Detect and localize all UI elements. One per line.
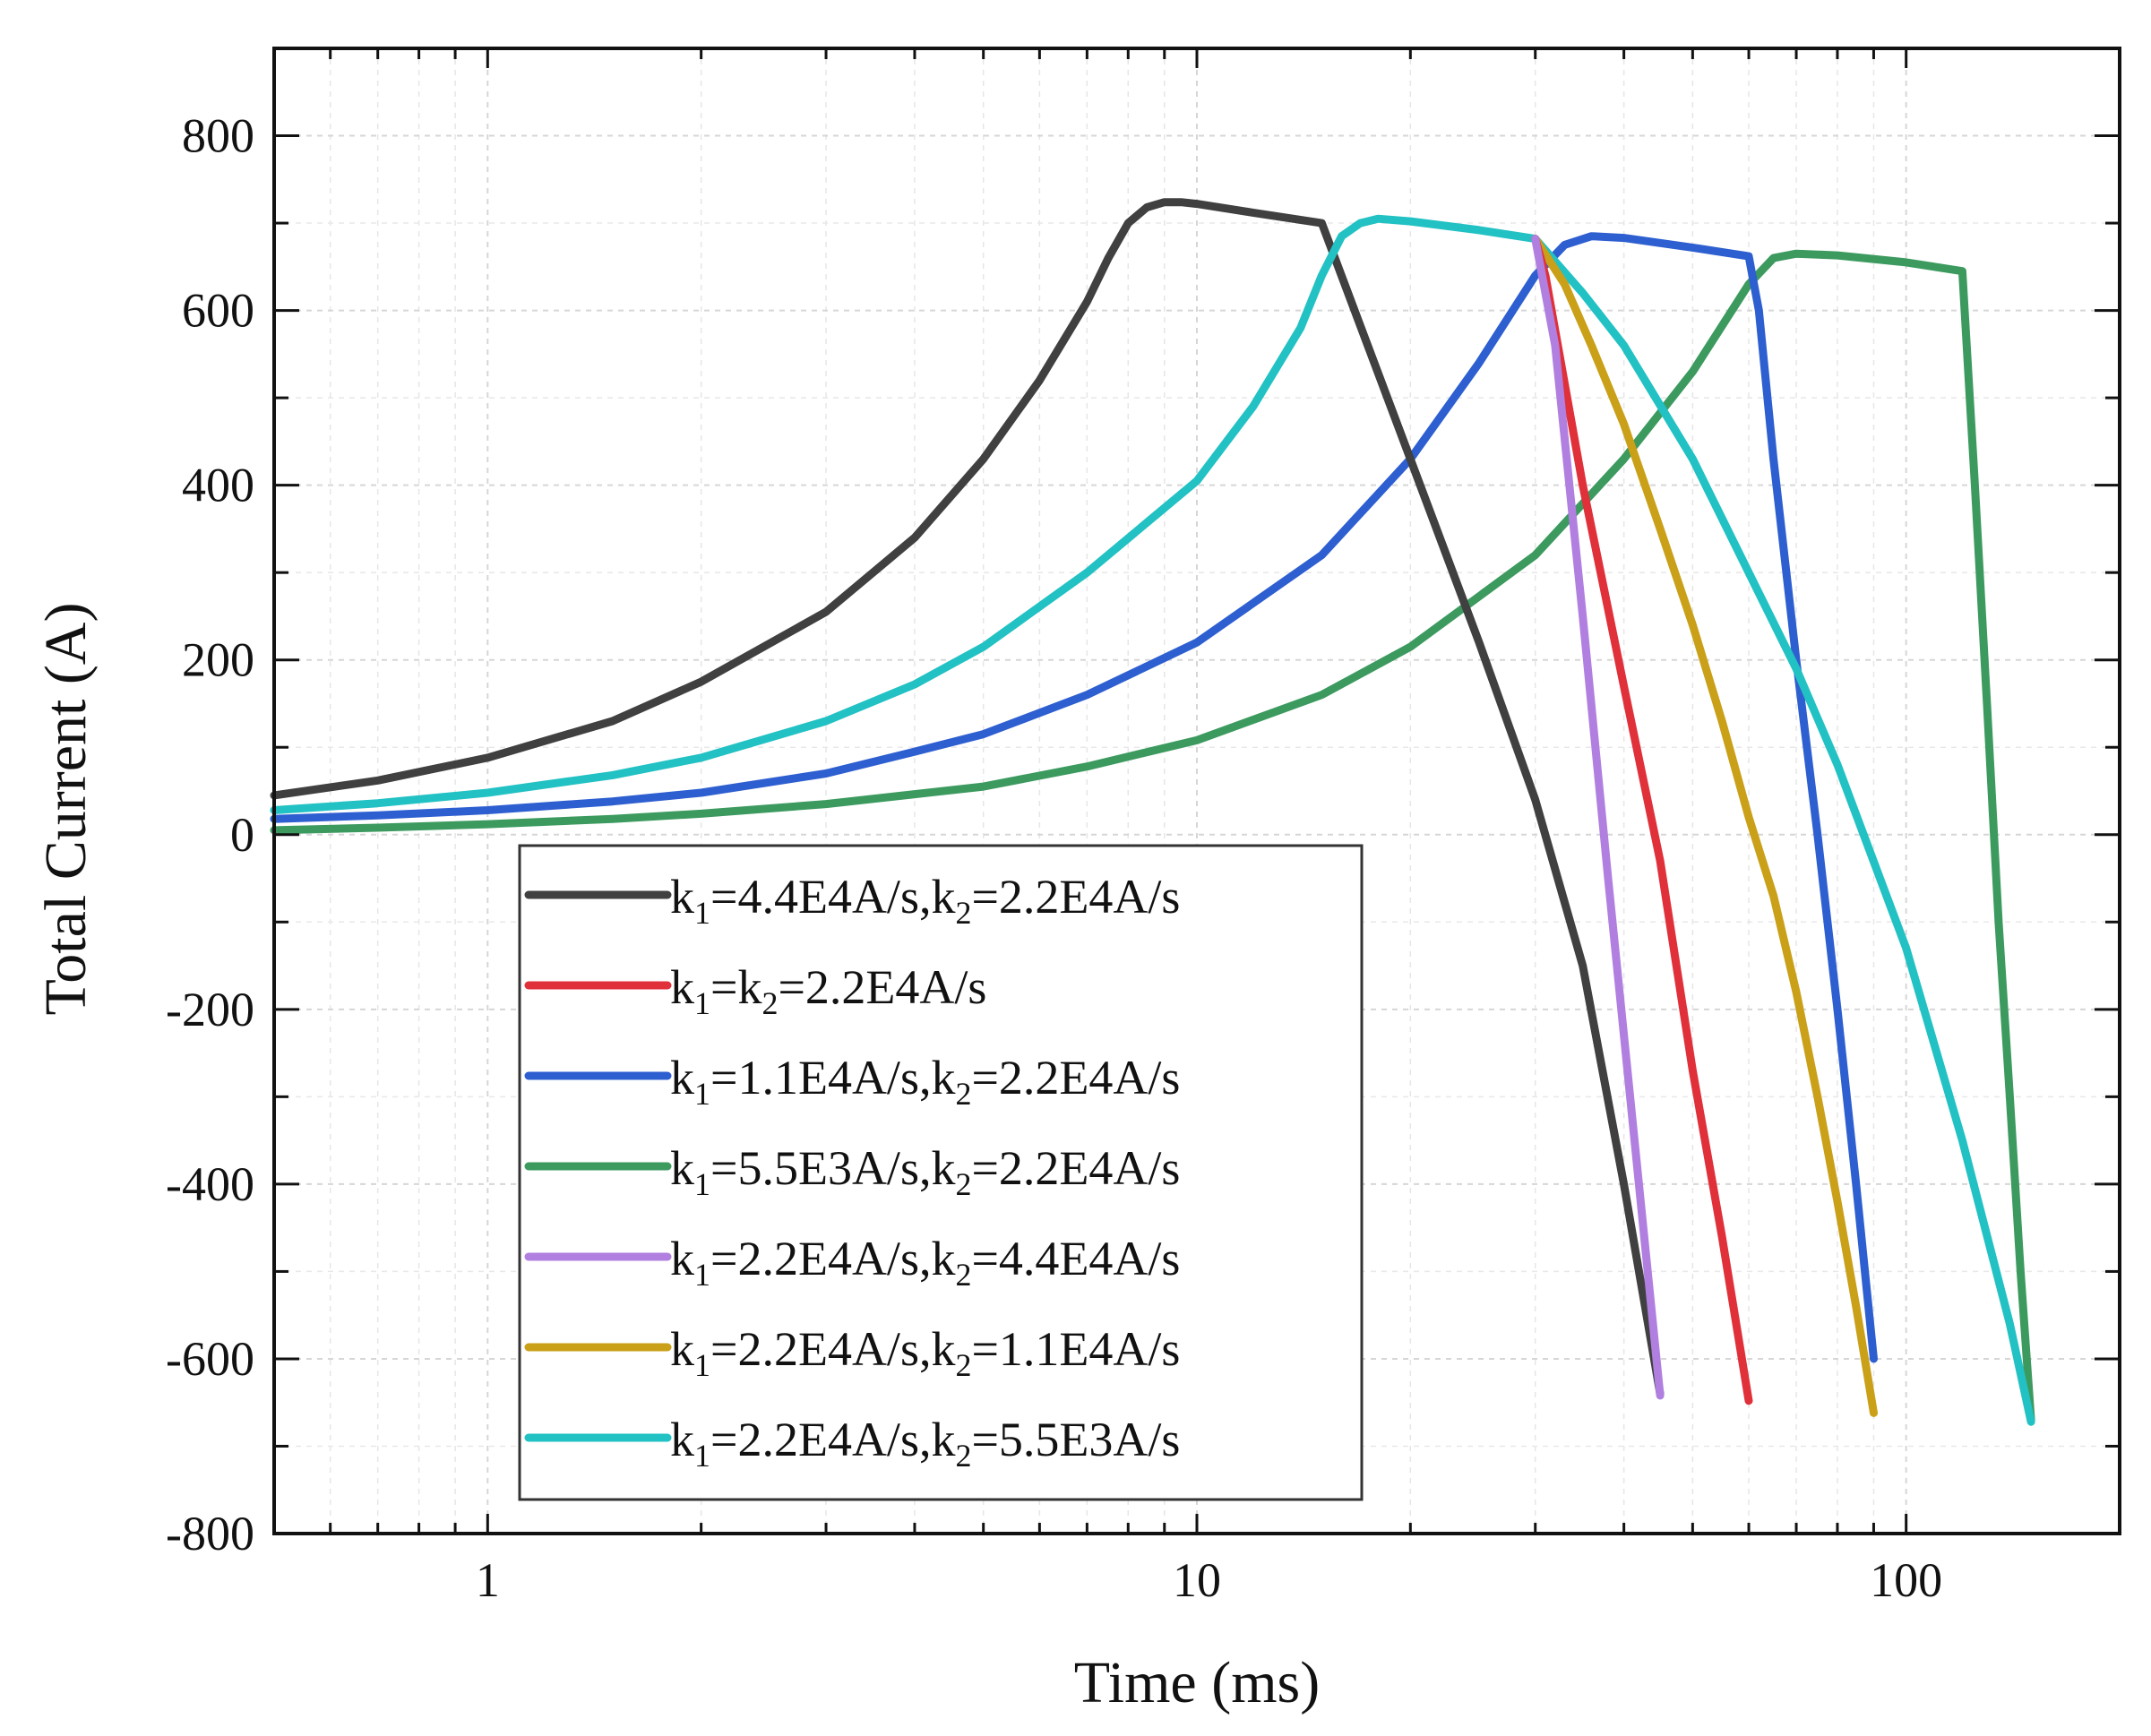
y-tick-label: 200 (182, 633, 254, 687)
y-tick-label: -800 (166, 1507, 254, 1560)
x-tick-label: 1 (476, 1553, 500, 1607)
y-tick-labels: -800 -600 -400 -200 0 200 400 600 800 (166, 109, 254, 1560)
series-line (270, 198, 1665, 1398)
legend-label: k1=2.2E4A/s,k2=5.5E3A/s (670, 1413, 1180, 1474)
x-tick-label: 100 (1870, 1553, 1942, 1607)
y-tick-label: 800 (182, 109, 254, 163)
x-tick-labels: 1 10 100 (476, 1553, 1942, 1607)
x-tick-label: 10 (1173, 1553, 1221, 1607)
series-line (270, 249, 2035, 1424)
legend-label: k1=2.2E4A/s,k2=1.1E4A/s (670, 1322, 1180, 1383)
y-tick-label: -400 (166, 1157, 254, 1211)
x-axis-title: Time (ms) (1074, 1650, 1320, 1715)
legend: k1=4.4E4A/s,k2=2.2E4A/s k1=k2=2.2E4A/s k1=… (518, 844, 1364, 1501)
series-line (270, 214, 2035, 1426)
legend-label: k1=2.2E4A/s,k2=4.4E4A/s (670, 1232, 1180, 1293)
legend-label: k1=1.1E4A/s,k2=2.2E4A/s (670, 1051, 1180, 1112)
series-line (1531, 235, 1665, 1400)
y-tick-label: -200 (166, 983, 254, 1036)
legend-label: k1=k2=2.2E4A/s (670, 960, 986, 1021)
legend-label: k1=5.5E3A/s,k2=2.2E4A/s (670, 1141, 1180, 1202)
y-tick-label: 400 (182, 459, 254, 512)
axis-ticks (272, 47, 2121, 1535)
series-layer (270, 198, 2035, 1426)
legend-box (518, 844, 1364, 1501)
legend-label: k1=4.4E4A/s,k2=2.2E4A/s (670, 870, 1180, 931)
y-tick-label: -600 (166, 1332, 254, 1386)
y-axis-title: Total Current (A) (33, 603, 99, 1016)
y-tick-label: 0 (230, 808, 254, 862)
series-line (1531, 235, 1878, 1417)
y-tick-label: 600 (182, 284, 254, 338)
series-line (270, 232, 1878, 1363)
